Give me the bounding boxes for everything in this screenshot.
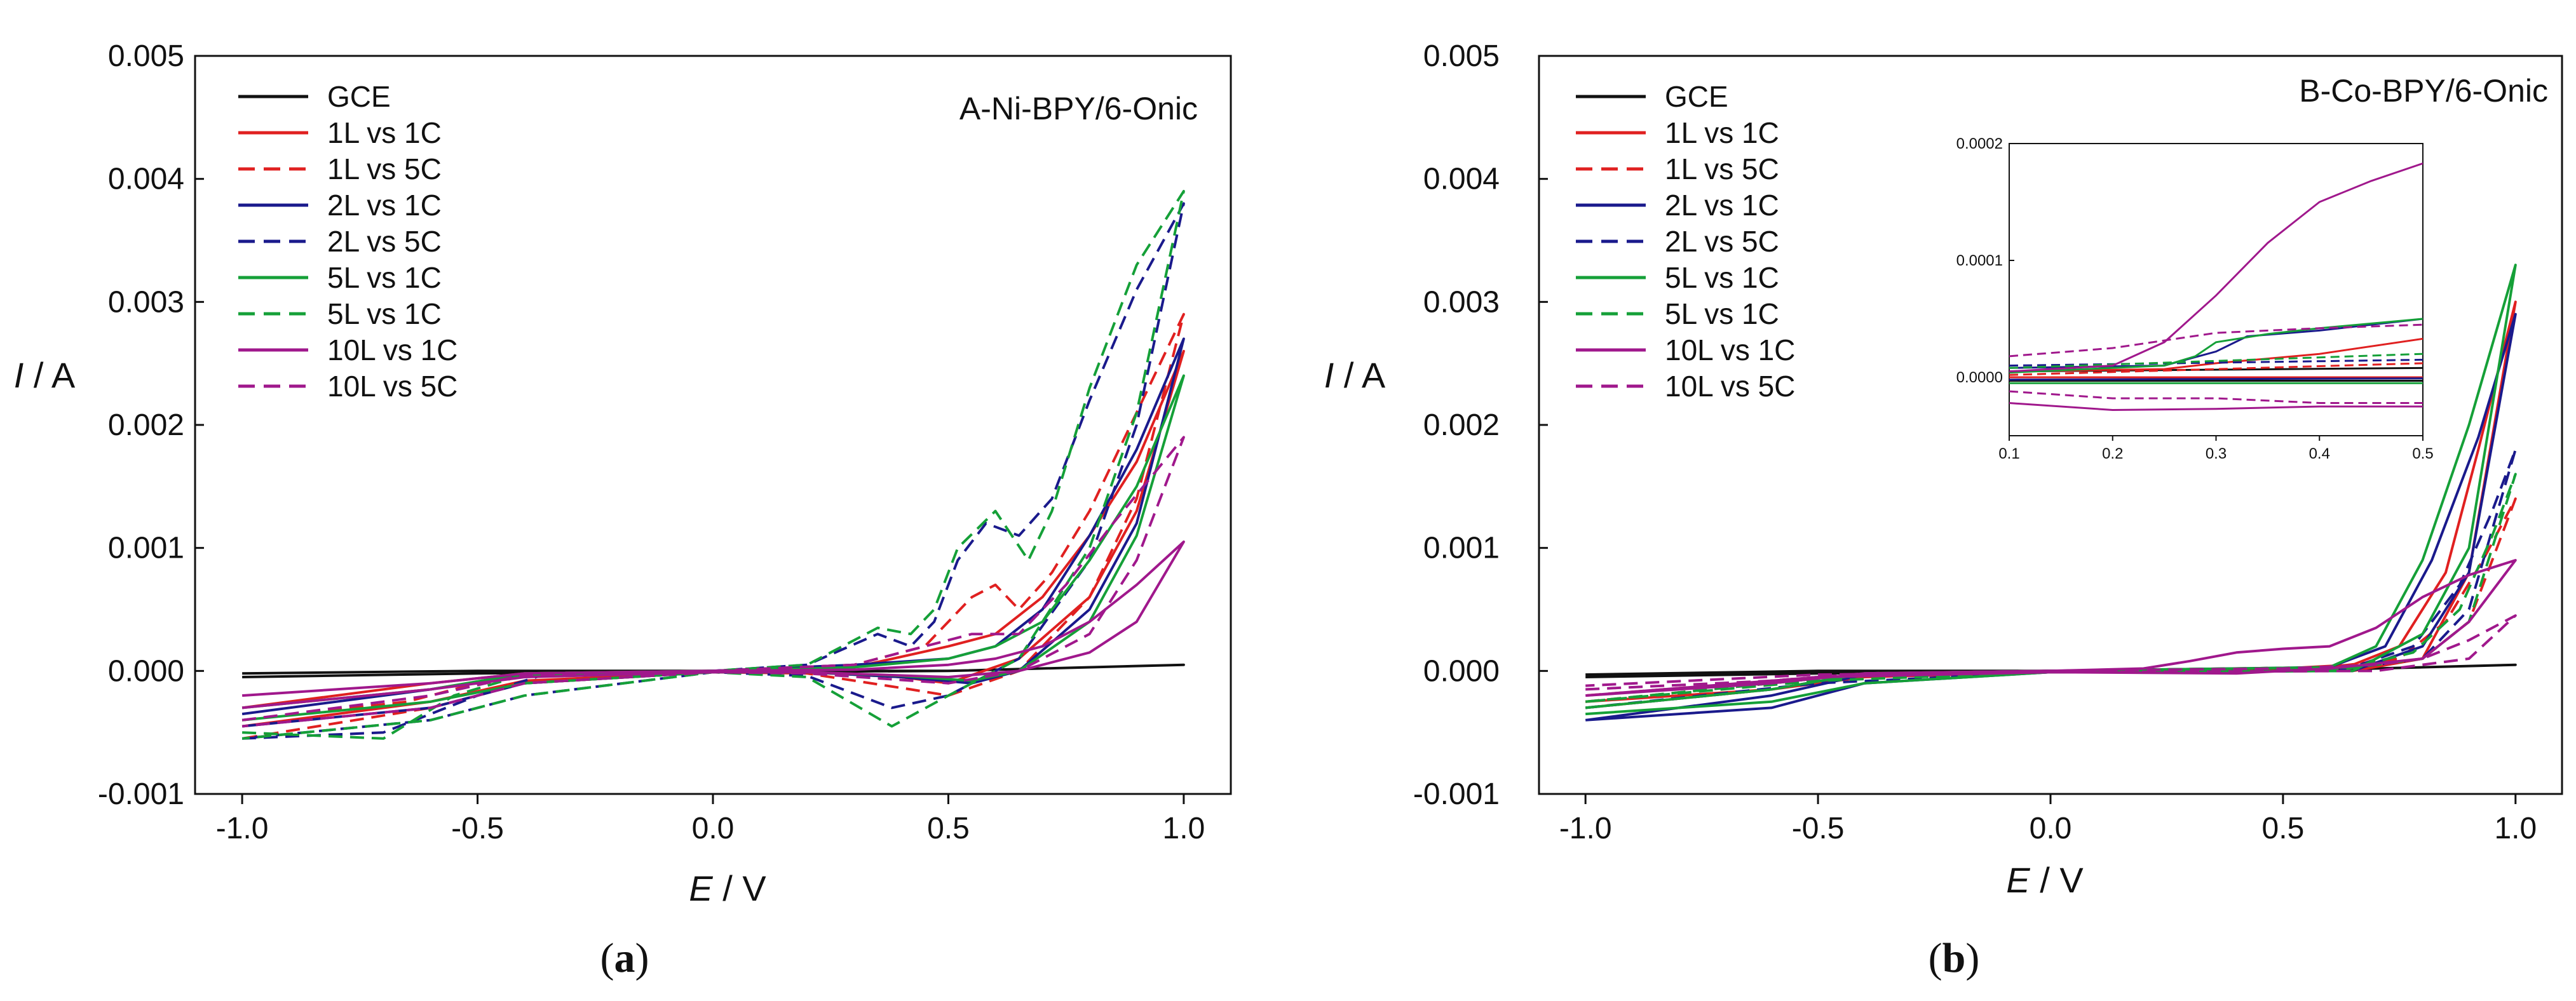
x-tick-label: 0.5 [2262,812,2305,845]
x-tick-label: -1.0 [216,812,269,845]
legend-label: 1L vs 1C [1665,116,1779,149]
panel-title: A-Ni-BPY/6-Onic [959,91,1198,126]
legend-label: GCE [1665,80,1728,113]
series-line-10l-vs-5c [241,436,1185,728]
legend-label: 5L vs 1C [327,261,442,294]
x-axis-label: E / V [689,868,766,908]
x-tick-label: 0.0 [692,812,735,845]
x-tick-label: 1.0 [2494,812,2537,845]
y-tick-label: 0.005 [108,39,184,73]
inset-series-line-10l-vs-1c [2009,162,2423,373]
chart-panel-a: -0.001 0.000 0.001 0.002 0.003 0.004 0.005 -1.0… [14,39,1232,981]
legend-label: GCE [327,80,391,113]
y-tick-label: 0.004 [1423,163,1500,196]
legend-label: 2L vs 1C [1665,189,1779,222]
inset-x-tick-label: 0.4 [2309,445,2330,462]
legend-label: 10L vs 5C [1665,370,1795,403]
y-tick-label: 0.002 [108,408,184,442]
y-axis-label: I / A [1324,355,1386,395]
panel-title: B-Co-BPY/6-Onic [2299,73,2548,109]
inset-y-tick-label: 0.0002 [1956,135,2003,152]
y-tick-label: 0.005 [1423,39,1500,73]
y-tick-label: 0.001 [1423,532,1500,565]
legend-label: 10L vs 1C [1665,333,1795,366]
y-tick-label: 0.004 [108,163,184,196]
inset-x-tick-label: 0.1 [1998,445,2019,462]
inset-y-tick-label: 0.0000 [1956,369,2003,386]
y-tick-label: 0.003 [108,285,184,319]
legend-label: 2L vs 5C [327,225,442,258]
x-tick-label: 0.5 [927,812,970,845]
y-tick-label: 0.000 [1423,654,1500,688]
series-group [1585,264,2517,722]
legend-label: 10L vs 5C [327,370,458,403]
x-axis-label: E / V [2006,860,2084,900]
legend-label: 5L vs 1C [1665,297,1779,330]
legend-label: 1L vs 5C [1665,152,1779,185]
series-group [241,190,1185,740]
legend-label: 5L vs 1C [1665,261,1779,294]
legend-label: 10L vs 1C [327,333,458,366]
inset-x-tick-label: 0.2 [2102,445,2123,462]
y-tick-label: 0.003 [1423,285,1500,319]
inset-series-line-1l-vs-1c [2009,337,2423,373]
inset-x-tick-label: 0.3 [2206,445,2227,462]
inset-frame [2009,143,2423,436]
y-tick-label: 0.000 [108,654,184,688]
inset-x-tick-label: 0.5 [2412,445,2433,462]
chart-panel-b: -0.001 0.000 0.001 0.002 0.003 0.004 0.005 -1.0… [1324,39,2563,981]
inset-chart: 0.0000 0.0001 0.0002 0.1 0.2 0.3 0.4 0.5 [1956,135,2434,462]
inset-y-tick-label: 0.0001 [1956,252,2003,269]
y-tick-label: -0.001 [98,777,184,811]
x-tick-label: -0.5 [1792,812,1845,845]
x-tick-label: 1.0 [1163,812,1205,845]
x-tick-label: -1.0 [1559,812,1612,845]
inset-series-group [2009,162,2423,412]
panel-caption: (b) [1929,935,1980,981]
y-tick-label: -0.001 [1413,777,1500,811]
panel-caption: (a) [600,935,649,981]
series-line-10l-vs-5c [1585,614,2517,691]
y-tick-label: 0.002 [1423,408,1500,442]
x-tick-label: -0.5 [451,812,504,845]
legend-label: 2L vs 5C [1665,225,1779,258]
inset-series-line-10l-vs-1c [2009,402,2423,412]
y-axis-label: I / A [14,355,76,395]
y-tick-label: 0.001 [108,532,184,565]
legend-label: 2L vs 1C [327,189,442,222]
legend-label: 1L vs 5C [327,152,442,185]
legend-label: 1L vs 1C [327,116,442,149]
legend-label: 5L vs 1C [327,297,442,330]
inset-series-line-2l-vs-1c [2009,377,2423,381]
x-tick-label: 0.0 [2030,812,2072,845]
